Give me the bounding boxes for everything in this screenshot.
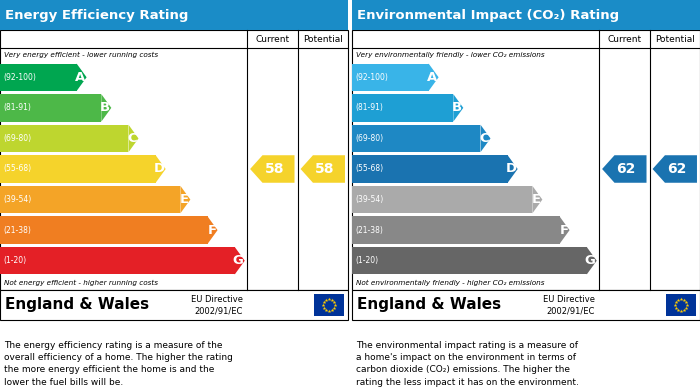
Bar bbox=[352, 0, 700, 30]
Polygon shape bbox=[652, 155, 697, 183]
Text: (39-54): (39-54) bbox=[3, 195, 31, 204]
Polygon shape bbox=[250, 155, 295, 183]
Bar bbox=[0, 186, 181, 213]
Text: Environmental Impact (CO₂) Rating: Environmental Impact (CO₂) Rating bbox=[357, 9, 619, 22]
Bar bbox=[352, 125, 480, 152]
Text: D: D bbox=[153, 163, 164, 176]
Bar bbox=[0, 30, 348, 290]
Text: (39-54): (39-54) bbox=[355, 195, 384, 204]
Text: B: B bbox=[452, 101, 462, 114]
Text: G: G bbox=[585, 254, 596, 267]
Bar bbox=[0, 63, 76, 91]
Polygon shape bbox=[533, 186, 542, 213]
Text: Not environmentally friendly - higher CO₂ emissions: Not environmentally friendly - higher CO… bbox=[356, 280, 545, 286]
Text: F: F bbox=[207, 224, 216, 237]
Polygon shape bbox=[129, 125, 139, 152]
Polygon shape bbox=[76, 63, 87, 91]
Bar bbox=[0, 216, 207, 244]
Bar bbox=[0, 155, 155, 183]
Polygon shape bbox=[155, 155, 166, 183]
Text: Energy Efficiency Rating: Energy Efficiency Rating bbox=[5, 9, 188, 22]
Text: C: C bbox=[128, 132, 137, 145]
Bar bbox=[352, 216, 559, 244]
Text: A: A bbox=[76, 71, 85, 84]
Text: (55-68): (55-68) bbox=[355, 165, 383, 174]
Text: 62: 62 bbox=[617, 162, 636, 176]
Text: Current: Current bbox=[607, 34, 641, 43]
Text: Not energy efficient - higher running costs: Not energy efficient - higher running co… bbox=[4, 280, 158, 286]
Polygon shape bbox=[480, 125, 491, 152]
Text: Very environmentally friendly - lower CO₂ emissions: Very environmentally friendly - lower CO… bbox=[356, 52, 545, 58]
Text: F: F bbox=[559, 224, 568, 237]
Bar bbox=[352, 247, 587, 274]
Bar bbox=[314, 294, 344, 316]
Polygon shape bbox=[300, 155, 345, 183]
Text: A: A bbox=[427, 71, 438, 84]
Bar bbox=[0, 125, 129, 152]
Text: (92-100): (92-100) bbox=[3, 73, 36, 82]
Text: (81-91): (81-91) bbox=[355, 103, 383, 112]
Text: England & Wales: England & Wales bbox=[5, 298, 149, 312]
Text: Potential: Potential bbox=[303, 34, 343, 43]
Text: 58: 58 bbox=[265, 162, 284, 176]
Text: 58: 58 bbox=[315, 162, 335, 176]
Bar bbox=[0, 247, 234, 274]
Text: Very energy efficient - lower running costs: Very energy efficient - lower running co… bbox=[4, 52, 158, 58]
Polygon shape bbox=[428, 63, 439, 91]
Bar bbox=[352, 30, 700, 290]
Text: 62: 62 bbox=[667, 162, 687, 176]
Text: England & Wales: England & Wales bbox=[357, 298, 501, 312]
Bar bbox=[0, 94, 102, 122]
Polygon shape bbox=[181, 186, 190, 213]
Text: (92-100): (92-100) bbox=[355, 73, 388, 82]
Bar bbox=[0, 290, 348, 320]
Bar bbox=[352, 290, 700, 320]
Text: (21-38): (21-38) bbox=[3, 226, 31, 235]
Text: Current: Current bbox=[256, 34, 289, 43]
Text: (69-80): (69-80) bbox=[3, 134, 31, 143]
Text: (1-20): (1-20) bbox=[355, 256, 378, 265]
Bar bbox=[352, 155, 508, 183]
Bar bbox=[352, 186, 533, 213]
Text: E: E bbox=[180, 193, 190, 206]
Text: The energy efficiency rating is a measure of the
overall efficiency of a home. T: The energy efficiency rating is a measur… bbox=[4, 341, 233, 387]
Text: (69-80): (69-80) bbox=[355, 134, 383, 143]
Text: D: D bbox=[505, 163, 517, 176]
Polygon shape bbox=[559, 216, 570, 244]
Text: E: E bbox=[532, 193, 541, 206]
Text: EU Directive
2002/91/EC: EU Directive 2002/91/EC bbox=[191, 294, 243, 316]
Text: (55-68): (55-68) bbox=[3, 165, 31, 174]
Bar bbox=[666, 294, 696, 316]
Text: B: B bbox=[100, 101, 111, 114]
Text: C: C bbox=[480, 132, 489, 145]
Text: (21-38): (21-38) bbox=[355, 226, 383, 235]
Text: (1-20): (1-20) bbox=[3, 256, 26, 265]
Text: G: G bbox=[233, 254, 244, 267]
Polygon shape bbox=[602, 155, 647, 183]
Polygon shape bbox=[587, 247, 596, 274]
Polygon shape bbox=[207, 216, 218, 244]
Polygon shape bbox=[234, 247, 245, 274]
Text: EU Directive
2002/91/EC: EU Directive 2002/91/EC bbox=[543, 294, 595, 316]
Polygon shape bbox=[508, 155, 518, 183]
Text: The environmental impact rating is a measure of
a home's impact on the environme: The environmental impact rating is a mea… bbox=[356, 341, 579, 387]
Polygon shape bbox=[454, 94, 463, 122]
Bar bbox=[0, 0, 348, 30]
Text: (81-91): (81-91) bbox=[3, 103, 31, 112]
Bar bbox=[352, 94, 454, 122]
Bar bbox=[352, 63, 428, 91]
Polygon shape bbox=[102, 94, 111, 122]
Text: Potential: Potential bbox=[654, 34, 694, 43]
